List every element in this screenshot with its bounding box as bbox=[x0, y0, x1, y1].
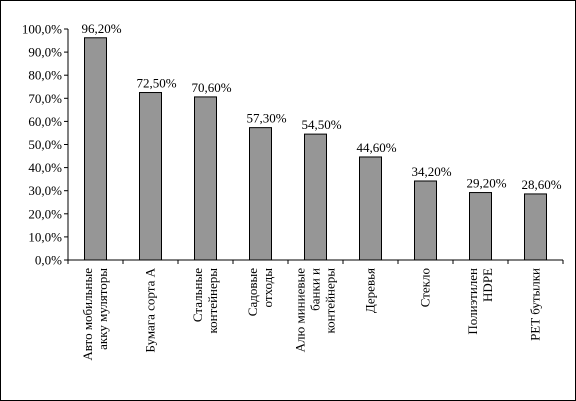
bar bbox=[359, 156, 382, 261]
category-label-line: Стальные bbox=[190, 268, 205, 322]
category-label-line: Деревья bbox=[363, 268, 378, 313]
data-label: 28,60% bbox=[521, 177, 561, 192]
data-label: 34,20% bbox=[411, 164, 451, 179]
data-label: 57,30% bbox=[246, 111, 286, 126]
data-label: 70,60% bbox=[191, 80, 231, 95]
category-label-line: контейнеры bbox=[205, 268, 220, 334]
bars bbox=[84, 37, 547, 261]
category-label: Бумага сорта А bbox=[143, 267, 158, 352]
y-axis-ticks: 0,0% 10,0% 20,0% 30,0% 40,0% 50,0% 60,0% 70,0% 8… bbox=[22, 22, 564, 268]
category-label-line: HDPE bbox=[480, 268, 495, 302]
y-tick-label: 70,0% bbox=[28, 91, 62, 106]
category-label-line: Полиэтилен bbox=[465, 268, 480, 335]
category-label: Полиэтилен HDPE bbox=[465, 268, 495, 335]
category-label: Садовые отходы bbox=[245, 268, 275, 316]
category-label: Стекло bbox=[418, 268, 433, 307]
bar bbox=[414, 180, 437, 261]
category-label-line: контейнеры bbox=[323, 268, 338, 334]
category-label-line: Авто мобильные bbox=[80, 268, 95, 361]
y-tick-label: 10,0% bbox=[28, 229, 62, 244]
category-label-line: PET бутылки bbox=[528, 268, 543, 341]
y-tick-label: 50,0% bbox=[28, 137, 62, 152]
bar bbox=[524, 193, 547, 261]
category-label-line: Стекло bbox=[418, 268, 433, 307]
data-label: 72,50% bbox=[136, 76, 176, 91]
y-tick-label: 100,0% bbox=[22, 22, 62, 37]
category-label-line: Алю миниевые bbox=[293, 268, 308, 353]
data-label: 29,20% bbox=[466, 176, 506, 191]
bar bbox=[194, 96, 217, 261]
category-label: Алю миниевые банки и контейнеры bbox=[293, 268, 338, 353]
category-label: Стальные контейнеры bbox=[190, 268, 220, 334]
category-label: Деревья bbox=[363, 268, 378, 313]
category-label: Авто мобильные акку муляторы bbox=[80, 268, 110, 361]
bar bbox=[249, 127, 272, 261]
category-label: PET бутылки bbox=[528, 268, 543, 341]
y-tick-label: 20,0% bbox=[28, 206, 62, 221]
bar bbox=[84, 37, 107, 261]
data-labels: 96,20% 72,50% 70,60% 57,30% 54,50% 44,60% 34,2… bbox=[81, 21, 561, 192]
bar bbox=[304, 133, 327, 261]
category-label-line: акку муляторы bbox=[95, 268, 110, 350]
bar bbox=[139, 92, 162, 261]
y-tick-label: 40,0% bbox=[28, 160, 62, 175]
data-label: 96,20% bbox=[81, 21, 121, 36]
y-tick-label: 60,0% bbox=[28, 114, 62, 129]
category-label-line: банки и bbox=[308, 268, 323, 311]
category-label-line: отходы bbox=[260, 268, 275, 308]
y-tick-label: 30,0% bbox=[28, 183, 62, 198]
category-label-line: Садовые bbox=[245, 268, 260, 316]
data-label: 44,60% bbox=[356, 140, 396, 155]
y-tick-label: 80,0% bbox=[28, 68, 62, 83]
y-tick-label: 0,0% bbox=[35, 253, 62, 268]
bar bbox=[469, 192, 492, 261]
data-label: 54,50% bbox=[301, 117, 341, 132]
category-label-line: Бумага сорта А bbox=[143, 267, 158, 352]
category-labels: Авто мобильные акку муляторы Бумага сорта … bbox=[80, 267, 543, 360]
y-tick-label: 90,0% bbox=[28, 45, 62, 60]
